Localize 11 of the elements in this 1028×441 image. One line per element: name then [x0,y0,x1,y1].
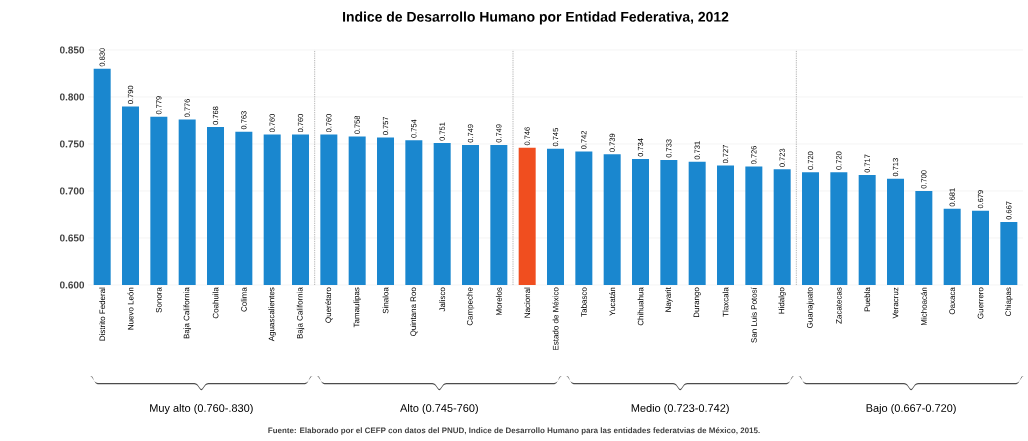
y-tick-label: 0.600 [59,281,85,289]
y-tick-label: 0.700 [59,187,85,195]
text: Alto (0.745-760) [400,403,478,415]
y-tick-label: 0.800 [59,93,85,101]
text: Medio (0.723-0.742) [631,403,729,415]
y-tick-label: 0.750 [59,140,85,148]
text: Muy alto (0.760-.830) [150,403,253,415]
chart-title: Indice de Desarrollo Humano por Entidad Federativa, 2012 [343,11,729,25]
y-tick-label: 0.650 [59,234,85,242]
y-tick-label: 0.850 [59,46,85,54]
text: Bajo (0.667-0.720) [866,403,956,415]
